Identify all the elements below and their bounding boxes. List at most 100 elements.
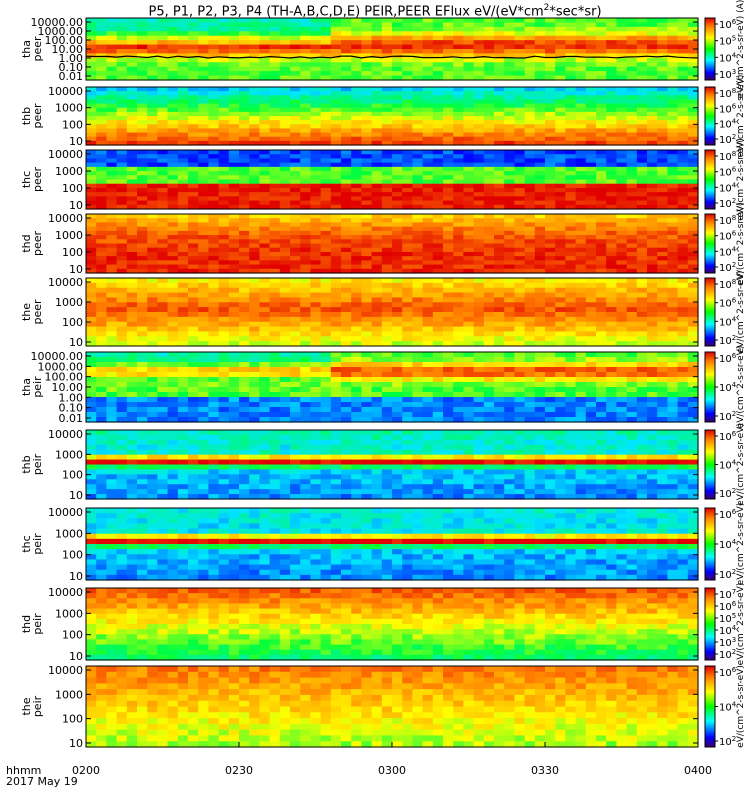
spectrogram-cell	[575, 140, 587, 146]
spectrogram-cell	[524, 200, 536, 206]
spectrogram-cell	[636, 382, 648, 388]
spectrogram-cell	[473, 91, 485, 96]
spectrogram-cell	[330, 326, 342, 333]
spectrogram-cell	[412, 166, 424, 172]
spectrogram-cell	[443, 111, 454, 117]
spectrogram-cell	[167, 278, 179, 284]
spectrogram-cell	[494, 158, 505, 164]
spectrogram-cell	[147, 196, 158, 202]
spectrogram-cell	[402, 214, 413, 219]
spectrogram-cell	[381, 158, 393, 164]
spectrogram-cell	[157, 192, 169, 197]
spectrogram-cell	[606, 103, 617, 109]
spectrogram-cell	[310, 71, 322, 77]
spectrogram-cell	[259, 111, 271, 117]
spectrogram-cell	[453, 171, 464, 176]
spectrogram-cell	[341, 166, 352, 172]
spectrogram-cell	[422, 321, 434, 328]
spectrogram-cell	[555, 341, 566, 347]
spectrogram-cell	[657, 95, 668, 101]
spectrogram-cell	[463, 200, 475, 206]
spectrogram-cell	[575, 243, 587, 249]
spectrogram-cell	[320, 128, 332, 134]
spectrogram-cell	[677, 204, 689, 210]
spectrogram-cell	[504, 179, 515, 185]
spectrogram-cell	[504, 116, 515, 121]
spectrogram-cell	[279, 53, 291, 59]
spectrogram-cell	[269, 251, 281, 257]
spectrogram-cell	[188, 251, 199, 257]
spectrogram-cell	[228, 162, 240, 168]
spectrogram-cell	[106, 372, 118, 378]
spectrogram-cell	[371, 326, 383, 333]
spectrogram-cell	[96, 26, 107, 32]
spectrogram-cell	[198, 392, 209, 398]
spectrogram-cell	[188, 268, 199, 274]
spectrogram-cell	[402, 162, 413, 168]
spectrogram-cell	[167, 196, 179, 202]
spectrogram-cell	[463, 247, 475, 253]
spectrogram-cell	[96, 136, 107, 142]
spectrogram-cell	[279, 397, 291, 403]
spectrogram-cell	[208, 187, 220, 193]
spectrogram-cell	[381, 187, 393, 193]
spectrogram-cell	[249, 357, 260, 363]
colorbar-tick-base: 10	[719, 135, 732, 146]
spectrogram-cell	[412, 387, 424, 393]
spectrogram-cell	[137, 214, 148, 219]
spectrogram-cell	[361, 35, 373, 41]
spectrogram-cell	[453, 196, 464, 202]
spectrogram-cell	[300, 357, 311, 363]
spectrogram-cell	[585, 128, 597, 134]
spectrogram-cell	[585, 235, 597, 240]
spectrogram-cell	[402, 95, 413, 101]
spectrogram-cell	[432, 158, 444, 164]
spectrogram-cell	[300, 316, 311, 323]
spectrogram-cell	[208, 103, 220, 109]
spectrogram-cell	[279, 99, 291, 105]
spectrogram-cell	[147, 307, 158, 313]
spectrogram-cell	[361, 196, 373, 202]
spectrogram-cell	[188, 158, 199, 164]
spectrogram-cell	[657, 31, 668, 37]
spectrogram-cell	[453, 226, 464, 232]
spectrogram-cell	[555, 128, 566, 134]
spectrogram-cell	[422, 331, 434, 337]
spectrogram-cell	[106, 116, 118, 121]
spectrogram-cell	[463, 158, 475, 164]
spectrogram-cell	[310, 35, 322, 41]
spectrogram-cell	[422, 57, 434, 63]
spectrogram-cell	[636, 40, 648, 46]
spectrogram-cell	[228, 331, 240, 337]
spectrogram-cell	[320, 243, 332, 249]
spectrogram-cell	[300, 204, 311, 210]
spectrogram-cell	[351, 71, 362, 77]
spectrogram-cell	[606, 268, 617, 274]
spectrogram-cell	[575, 367, 587, 373]
spectrogram-cell	[422, 154, 434, 160]
spectrogram-cell	[300, 183, 311, 189]
spectrogram-cell	[443, 297, 454, 303]
spectrogram-cell	[137, 367, 148, 373]
spectrogram-cell	[626, 357, 638, 363]
spectrogram-cell	[157, 124, 169, 130]
spectrogram-cell	[677, 382, 689, 388]
spectrogram-cell	[422, 22, 434, 28]
spectrogram-cell	[147, 239, 158, 245]
spectrogram-cell	[555, 175, 566, 181]
spectrogram-cell	[402, 166, 413, 172]
spectrogram-cell	[177, 91, 189, 96]
spectrogram-cell	[371, 357, 383, 363]
spectrogram-cell	[575, 192, 587, 197]
spectrogram-cell	[177, 192, 189, 197]
spectrogram-cell	[392, 264, 403, 270]
spectrogram-cell	[239, 62, 250, 68]
spectrogram-cell	[371, 243, 383, 249]
spectrogram-cell	[116, 120, 128, 125]
spectrogram-cell	[167, 111, 179, 117]
spectrogram-cell	[310, 362, 322, 368]
spectrogram-cell	[473, 382, 485, 388]
spectrogram-cell	[330, 40, 342, 46]
spectrogram-cell	[453, 278, 464, 284]
spectrogram-cell	[514, 87, 526, 92]
